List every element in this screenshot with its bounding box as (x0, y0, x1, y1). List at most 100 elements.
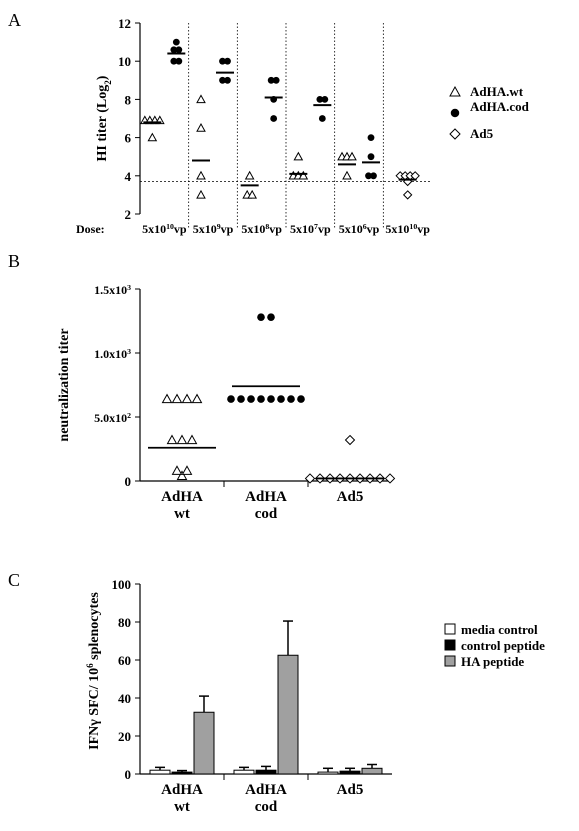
data-point (247, 395, 255, 403)
y-tick-label: 40 (118, 691, 131, 706)
dose-label: 5x107vp (290, 222, 331, 237)
bar-media-control (149, 769, 171, 775)
y-tick-label: 10 (118, 54, 131, 69)
AdHA.wt-point (196, 170, 206, 180)
panel-b: B 0 5.0x102 1.0x103 1.5x103 neutralization ti… (0, 245, 579, 535)
AdHA.wt-point (196, 123, 206, 132)
AdHA.wt-point (196, 189, 206, 199)
category-label: AdHA (161, 489, 203, 505)
bar-HA-peptide (361, 767, 383, 775)
dose-label: 5x106vp (339, 222, 380, 237)
data-point (304, 473, 316, 484)
data-point (257, 395, 265, 403)
y-axis-label: HI titer (Log2) (95, 75, 113, 161)
legend-swatch (444, 623, 456, 635)
AdHA.cod-point (175, 46, 183, 54)
data-point (384, 473, 396, 484)
y-axis-label: neutralization titer (57, 328, 72, 441)
y-tick-label: 12 (118, 16, 131, 31)
y-tick-label: 5.0x102 (94, 411, 131, 426)
bar-control-peptide (171, 771, 193, 775)
AdHA.cod-point (170, 46, 178, 54)
data-point (267, 395, 275, 403)
legend-label: Ad5 (470, 126, 494, 141)
AdHA.cod-point (267, 76, 275, 84)
data-point (257, 313, 265, 321)
category-label: AdHA (245, 782, 287, 798)
AdHA.cod-point (367, 153, 375, 161)
panel-c: C 0 20 40 60 80 100 IFNγ SFC/ 106 splenocytes Ad… (0, 530, 579, 831)
y-tick-label: 80 (118, 615, 131, 630)
AdHA.wt-point (293, 151, 304, 161)
legend-label: HA peptide (461, 654, 524, 669)
y-tick-label: 4 (125, 169, 132, 184)
dose-label: 5x1010vp (385, 222, 430, 237)
AdHA.cod-point (224, 76, 231, 84)
y-tick-label: 100 (112, 577, 132, 592)
y-tick-label: 8 (125, 92, 132, 107)
data-point (176, 470, 188, 480)
category-label: Ad5 (337, 782, 364, 798)
category-label: AdHA (161, 782, 203, 798)
AdHA.wt-point (247, 189, 258, 199)
data-point (171, 393, 183, 404)
legend-label: AdHA.wt (470, 84, 524, 99)
bar-HA-peptide (277, 654, 299, 775)
dose-label: 5x109vp (193, 222, 234, 237)
category-label-line2: wt (174, 799, 190, 815)
y-tick-label: 0 (125, 474, 132, 489)
legend-label: AdHA.cod (470, 99, 530, 114)
data-point (237, 395, 245, 403)
y-tick-label: 60 (118, 653, 131, 668)
dose-label: 5x1010vp (142, 222, 187, 237)
panel-label-b: B (8, 251, 20, 271)
category-label-line2: wt (174, 506, 190, 522)
AdHA.cod-point (370, 172, 377, 180)
y-tick-label: 0 (125, 767, 132, 782)
AdHA.wt-point (347, 151, 357, 161)
y-tick-label: 1.0x103 (94, 347, 131, 362)
bar-control-peptide (255, 769, 277, 775)
y-tick-label: 1.5x103 (94, 283, 131, 298)
neutralization-chart: B 0 5.0x102 1.0x103 1.5x103 neutralization ti… (8, 251, 396, 522)
bar-control-peptide (339, 770, 361, 775)
legend-marker (450, 108, 460, 118)
AdHA.cod-point (172, 38, 180, 46)
AdHA.cod-point (272, 76, 280, 84)
data-point (287, 395, 295, 403)
data-point (297, 395, 305, 403)
data-point (277, 395, 285, 403)
Ad5-point (402, 190, 413, 200)
legend-label: control peptide (461, 638, 545, 653)
data-point (267, 313, 275, 321)
legend-marker (449, 85, 461, 97)
data-point (191, 393, 203, 404)
bar-media-control (317, 771, 339, 775)
AdHA.cod-point (219, 57, 226, 65)
dose-prefix: Dose: (76, 222, 105, 236)
AdHA.cod-point (175, 57, 183, 65)
dose-label: 5x108vp (241, 222, 282, 237)
AdHA.wt-point (342, 170, 352, 180)
bar-media-control (233, 769, 255, 775)
panel-label-a: A (8, 10, 21, 30)
y-tick-label: 6 (125, 131, 132, 146)
y-tick-label: 2 (125, 207, 132, 222)
AdHA.cod-point (219, 76, 226, 84)
data-point (181, 393, 193, 404)
data-point (227, 395, 235, 403)
AdHA.wt-point (147, 132, 158, 142)
AdHA.cod-point (365, 172, 372, 180)
category-label-line2: cod (255, 506, 278, 522)
legend-swatch (444, 639, 456, 651)
AdHA.cod-point (224, 57, 231, 65)
y-tick-label: 20 (118, 729, 131, 744)
category-label-line2: cod (255, 799, 278, 815)
AdHA.cod-point (170, 57, 178, 65)
AdHA.cod-point (316, 96, 324, 103)
data-point (181, 465, 193, 475)
AdHA.wt-point (298, 170, 309, 180)
data-point (176, 434, 188, 445)
legend-label: media control (461, 622, 538, 637)
Ad5-point (410, 171, 420, 181)
